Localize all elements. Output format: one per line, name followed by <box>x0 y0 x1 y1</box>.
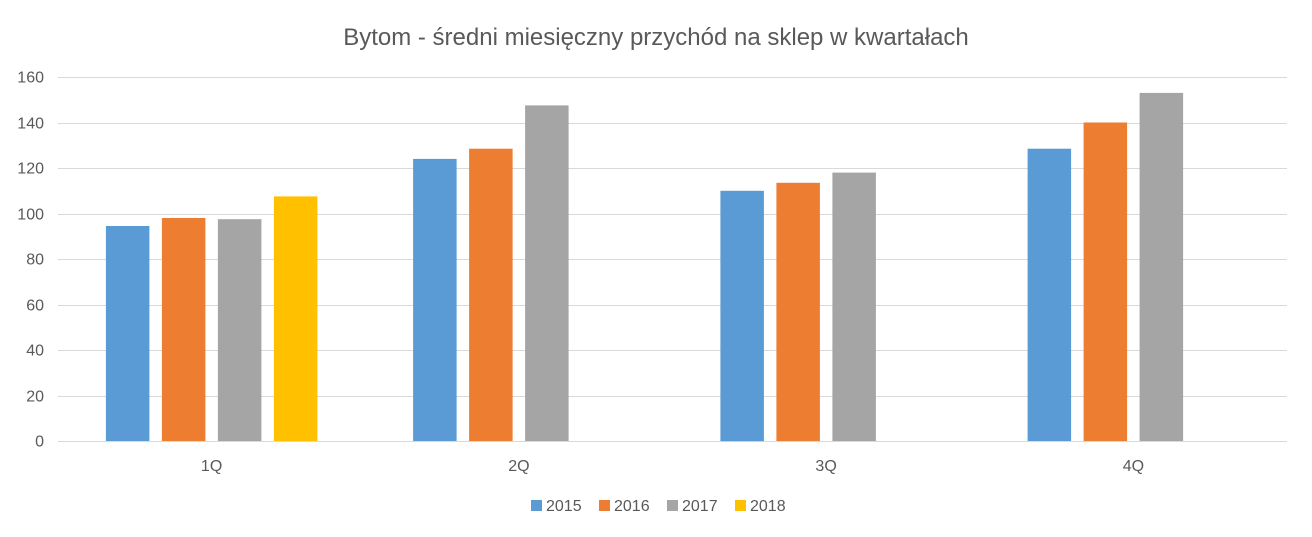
y-axis-tick-labels: 0 20 40 60 80 100 120 140 160 <box>17 70 44 451</box>
y-tick-label: 0 <box>35 434 44 451</box>
y-tick-label: 80 <box>26 252 44 269</box>
bar-1Q-2018 <box>273 196 318 441</box>
x-tick-label: 1Q <box>201 458 222 475</box>
chart-title: Bytom - średni miesięczny przychód na sk… <box>343 24 969 51</box>
bar-2Q-2015 <box>413 158 457 441</box>
legend-swatch <box>735 500 746 511</box>
bar-4Q-2017 <box>1139 92 1184 442</box>
bar-3Q-2017 <box>832 172 876 441</box>
x-tick-label: 2Q <box>508 458 529 475</box>
bar-1Q-2015 <box>105 226 150 441</box>
legend-label: 2016 <box>614 498 650 515</box>
legend-item-2017: 2017 <box>667 498 718 515</box>
y-tick-label: 120 <box>17 161 44 178</box>
y-tick-label: 160 <box>17 70 44 87</box>
legend-label: 2017 <box>682 498 718 515</box>
legend-swatch <box>531 500 542 511</box>
bar-2Q-2016 <box>469 148 513 441</box>
y-tick-label: 60 <box>26 298 44 315</box>
bar-4Q-2016 <box>1083 122 1128 441</box>
legend-item-2016: 2016 <box>599 498 650 515</box>
y-tick-label: 40 <box>26 343 44 360</box>
legend: 2015 2016 2017 2018 <box>531 498 786 515</box>
bar-4Q-2015 <box>1027 148 1072 441</box>
legend-item-2018: 2018 <box>735 498 786 515</box>
y-tick-label: 20 <box>26 389 44 406</box>
bar-3Q-2015 <box>720 190 764 442</box>
x-tick-label: 4Q <box>1123 458 1144 475</box>
legend-swatch <box>667 500 678 511</box>
legend-label: 2018 <box>750 498 786 515</box>
y-tick-label: 140 <box>17 116 44 133</box>
legend-label: 2015 <box>546 498 582 515</box>
bar-1Q-2017 <box>217 219 262 441</box>
bar-1Q-2016 <box>161 218 206 441</box>
bar-2Q-2017 <box>525 105 569 442</box>
bars <box>105 92 1184 442</box>
legend-item-2015: 2015 <box>531 498 582 515</box>
x-axis-tick-labels: 1Q 2Q 3Q 4Q <box>201 458 1144 475</box>
x-tick-label: 3Q <box>815 458 836 475</box>
legend-swatch <box>599 500 610 511</box>
y-tick-label: 100 <box>17 207 44 224</box>
gridlines <box>58 77 1287 442</box>
bar-3Q-2016 <box>776 182 820 442</box>
